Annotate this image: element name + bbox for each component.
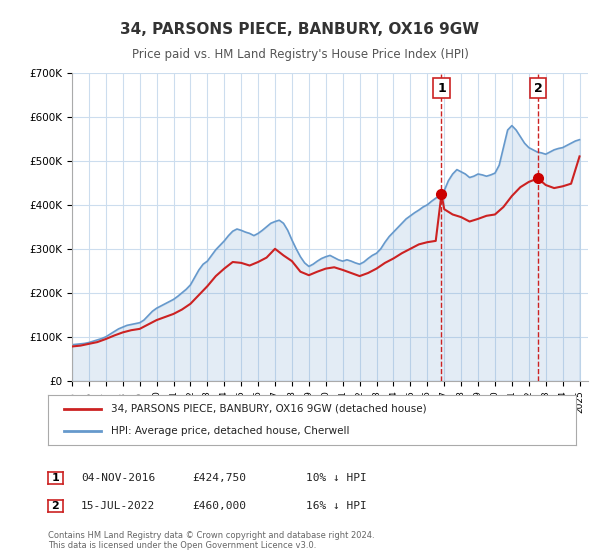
Text: 15-JUL-2022: 15-JUL-2022	[81, 501, 155, 511]
Text: 04-NOV-2016: 04-NOV-2016	[81, 473, 155, 483]
Text: £424,750: £424,750	[192, 473, 246, 483]
Text: 34, PARSONS PIECE, BANBURY, OX16 9GW (detached house): 34, PARSONS PIECE, BANBURY, OX16 9GW (de…	[112, 404, 427, 414]
Text: Contains HM Land Registry data © Crown copyright and database right 2024.
This d: Contains HM Land Registry data © Crown c…	[48, 530, 374, 550]
Text: 10% ↓ HPI: 10% ↓ HPI	[306, 473, 367, 483]
Text: 2: 2	[52, 501, 59, 511]
Text: 2: 2	[533, 82, 542, 95]
Text: Price paid vs. HM Land Registry's House Price Index (HPI): Price paid vs. HM Land Registry's House …	[131, 48, 469, 60]
Text: 1: 1	[437, 82, 446, 95]
Text: 16% ↓ HPI: 16% ↓ HPI	[306, 501, 367, 511]
Text: 1: 1	[52, 473, 59, 483]
Text: 34, PARSONS PIECE, BANBURY, OX16 9GW: 34, PARSONS PIECE, BANBURY, OX16 9GW	[121, 22, 479, 38]
Text: HPI: Average price, detached house, Cherwell: HPI: Average price, detached house, Cher…	[112, 426, 350, 436]
Text: £460,000: £460,000	[192, 501, 246, 511]
